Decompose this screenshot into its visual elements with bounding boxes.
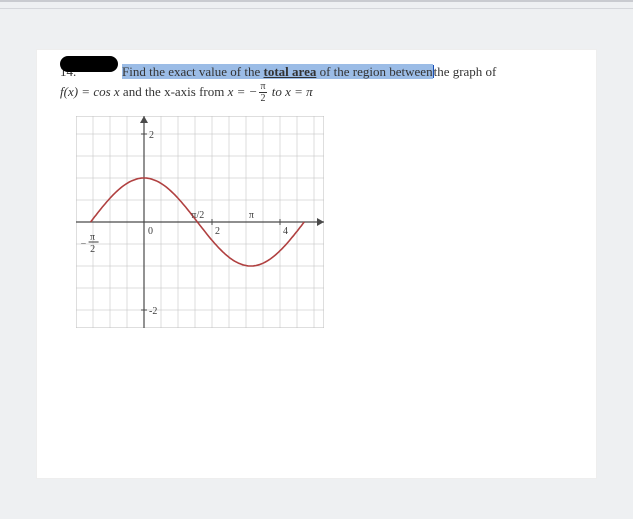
- svg-text:π: π: [249, 210, 254, 221]
- svg-text:π: π: [90, 232, 95, 243]
- page: 14.Find the exact value of the total are…: [36, 49, 597, 479]
- redaction-blob: [60, 56, 118, 72]
- svg-text:π/2: π/2: [191, 210, 204, 221]
- top-rule-2: [0, 8, 633, 9]
- svg-text:4: 4: [283, 226, 288, 237]
- frac-pi-2: π2: [257, 82, 268, 104]
- highlight: Find the exact value of the total area o…: [122, 64, 433, 79]
- svg-text:0: 0: [148, 226, 153, 237]
- svg-text:2: 2: [149, 130, 154, 141]
- svg-text:2: 2: [215, 226, 220, 237]
- svg-text:2: 2: [90, 244, 95, 255]
- fx-expr: f(x) = cos x: [60, 84, 120, 99]
- svg-text:−: −: [81, 239, 87, 250]
- top-rule-1: [0, 0, 633, 2]
- svg-text:-2: -2: [149, 306, 157, 317]
- cosine-chart: 02-224π/2π−π2: [76, 116, 573, 333]
- emph-total-area: total area: [264, 64, 317, 79]
- question-text: 14.Find the exact value of the total are…: [60, 63, 573, 104]
- chart-svg: 02-224π/2π−π2: [76, 116, 324, 328]
